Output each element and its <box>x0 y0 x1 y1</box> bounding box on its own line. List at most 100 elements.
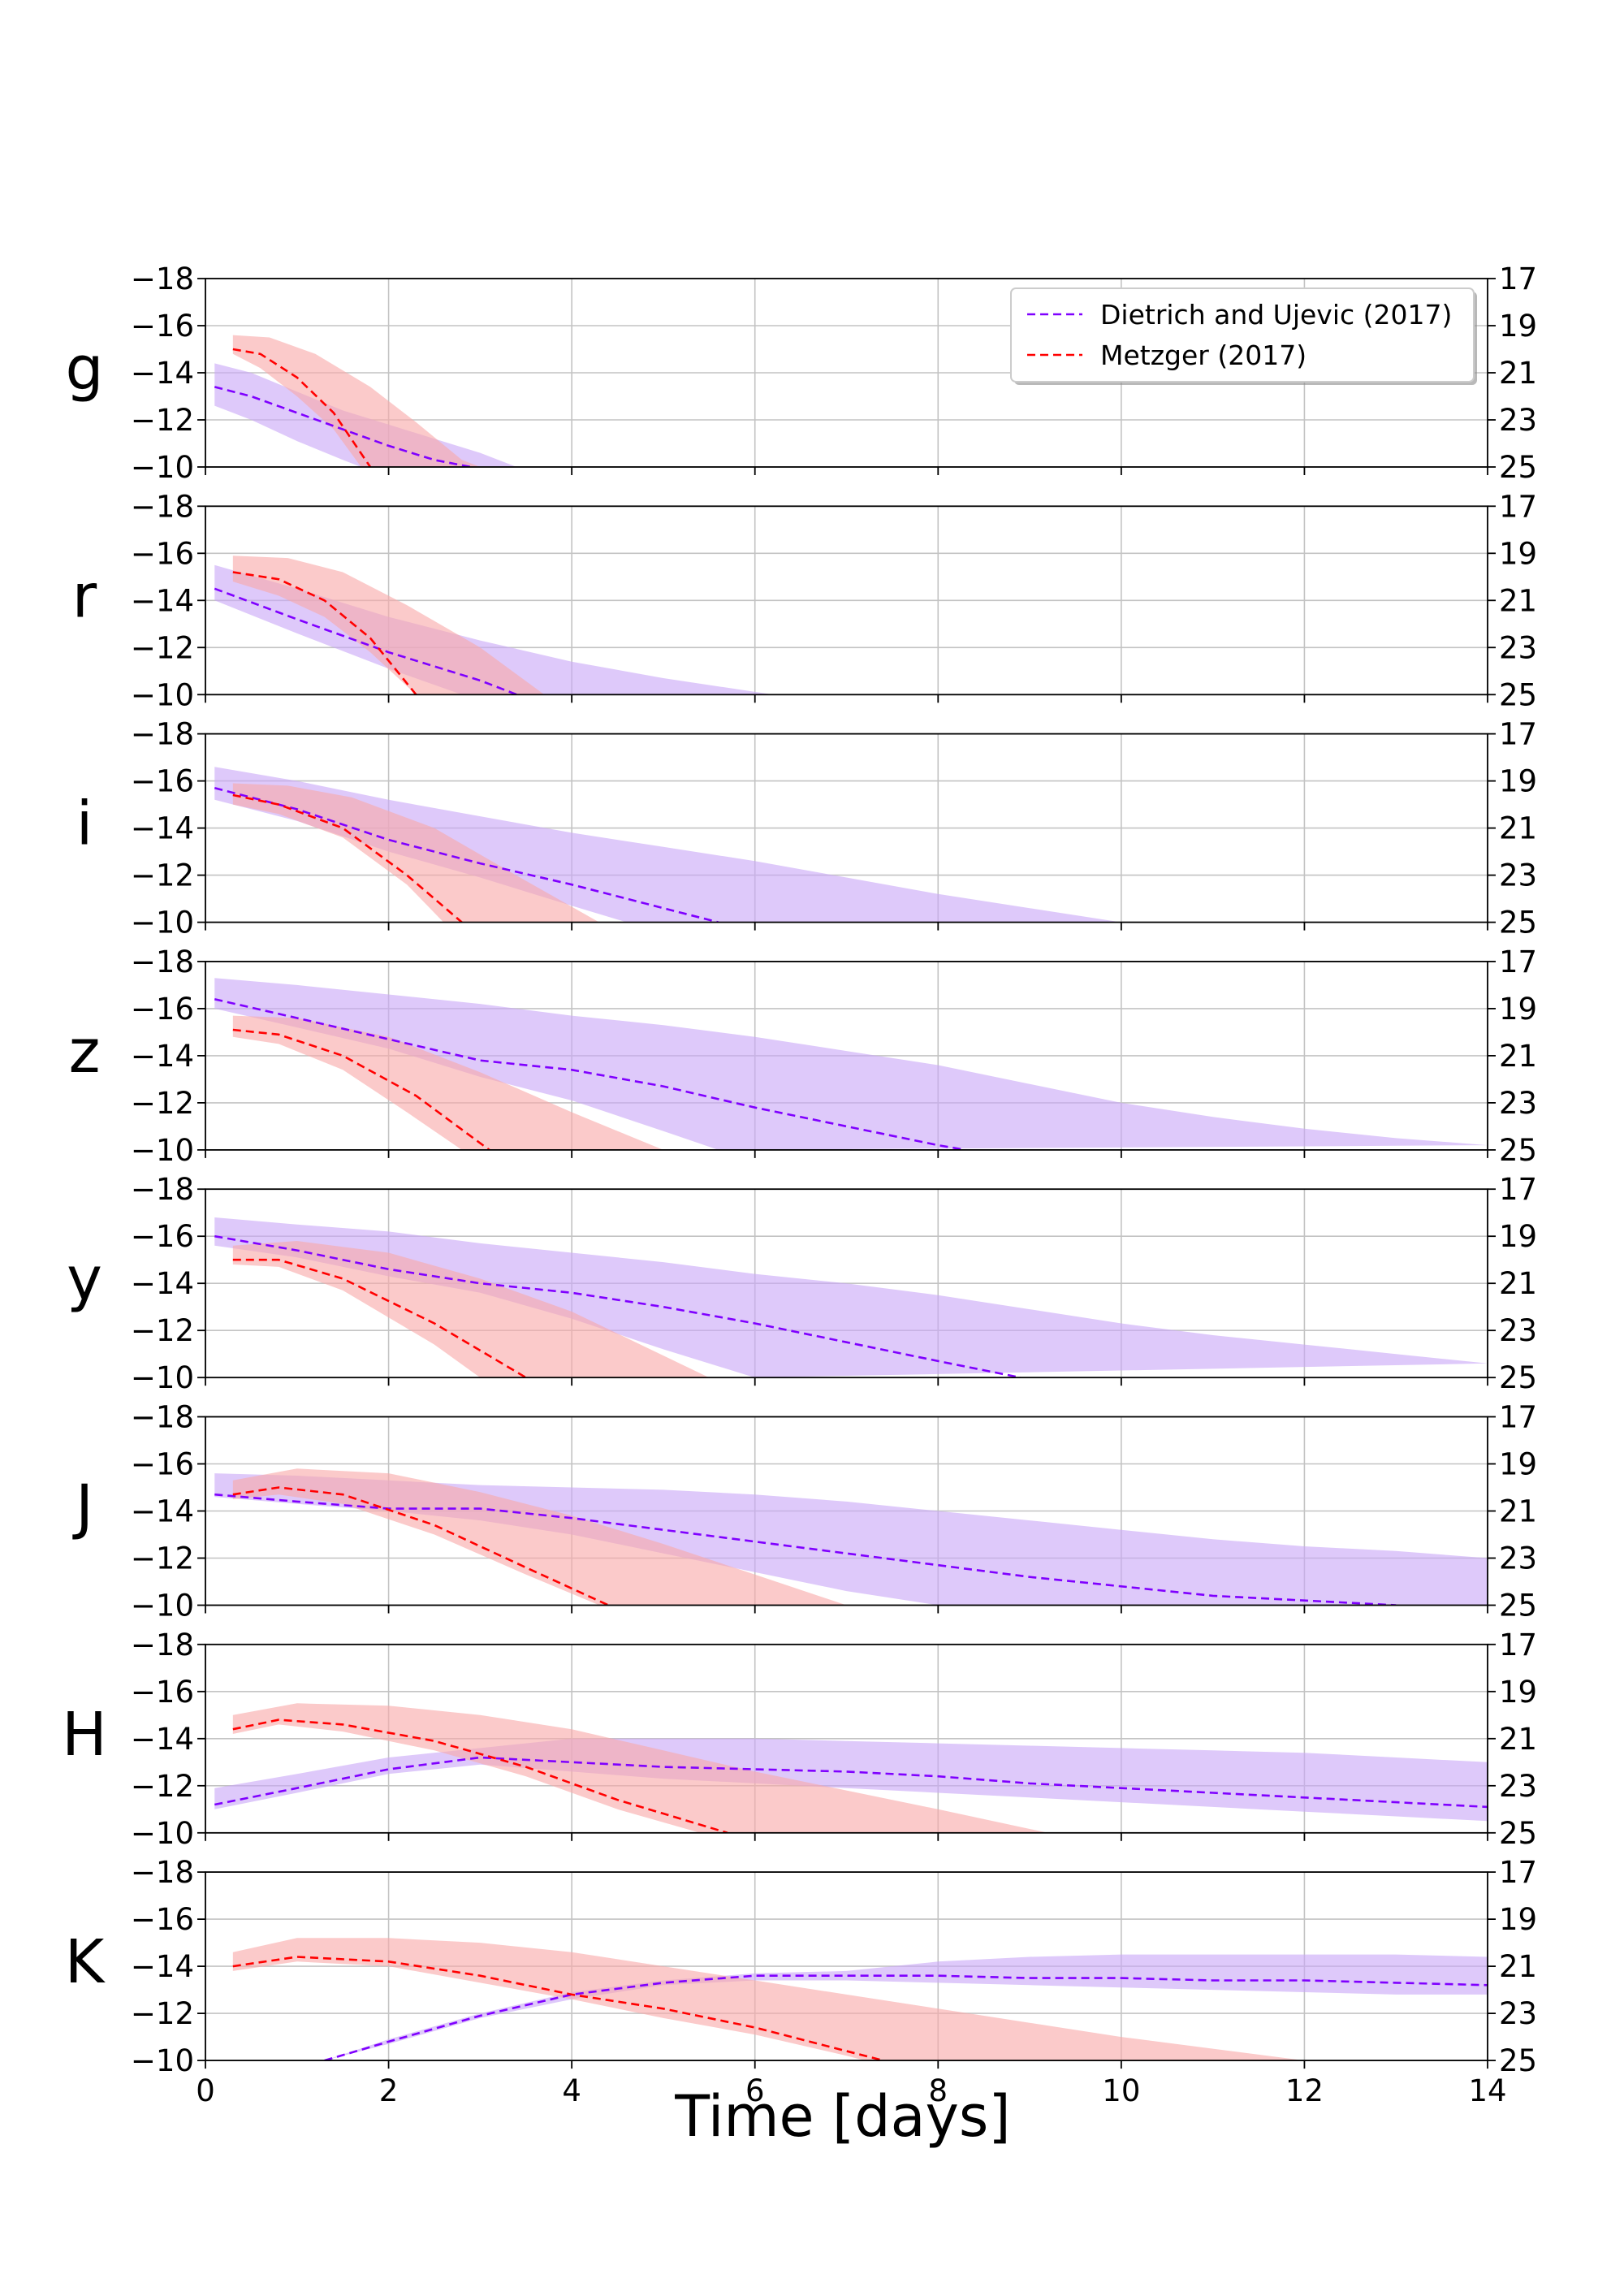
panels: −18 −16 −14 −12 −10 17 19 21 23 25 g −18 −16 −14 −12 −1… <box>62 262 1537 2108</box>
y-tick-label: −16 <box>131 1902 194 1937</box>
legend-label: Metzger (2017) <box>1100 339 1307 371</box>
y-tick-label: −16 <box>131 1447 194 1482</box>
dietrich-band <box>214 767 1121 923</box>
y-tick-label: −12 <box>131 1086 194 1121</box>
right-tick-label: 23 <box>1499 403 1537 438</box>
right-tick-label: 19 <box>1499 1447 1537 1482</box>
metzger-line <box>232 1258 527 1378</box>
right-tick-label: 23 <box>1499 1769 1537 1804</box>
x-tick-label: 14 <box>1468 2073 1506 2108</box>
y-tick-label: −16 <box>131 1219 194 1254</box>
y-tick-label: −12 <box>131 403 194 438</box>
y-tick-label: −10 <box>131 677 194 712</box>
panel-i: −18 −16 −14 −12 −10 17 19 21 23 25 i <box>76 717 1537 940</box>
legend-label: Dietrich and Ujevic (2017) <box>1100 299 1452 331</box>
metzger-line <box>232 1486 609 1606</box>
dietrich-band <box>214 978 1488 1150</box>
dietrich-line <box>214 386 472 467</box>
metzger-line <box>232 1718 728 1833</box>
plot-area <box>214 1468 1488 1606</box>
y-tick-label: −14 <box>131 1722 194 1757</box>
x-axis: Time [days] <box>674 2083 1010 2150</box>
y-tick-label: −16 <box>131 1675 194 1710</box>
y-tick-label: −16 <box>131 764 194 799</box>
legend-box <box>1010 287 1475 383</box>
panel-k-upper: −18 −16 −14 −12 −10 17 19 21 23 25 K 0 2 4 6 8 10 12 14 <box>65 1855 1537 2108</box>
right-tick-label: 21 <box>1499 1039 1537 1074</box>
band-label: g <box>66 334 104 404</box>
plot-area <box>214 1703 1488 1833</box>
plot-area <box>214 1217 1488 1378</box>
y-tick-label: −16 <box>131 309 194 344</box>
y-tick-label: −16 <box>131 536 194 571</box>
metzger-band <box>232 1015 663 1150</box>
band-label: i <box>76 789 93 859</box>
band-label: H <box>62 1700 107 1770</box>
y-tick-label: −18 <box>131 1628 194 1662</box>
x-tick-label: 10 <box>1102 2073 1140 2108</box>
right-tick-label: 19 <box>1499 1219 1537 1254</box>
metzger-band <box>232 1938 1305 2061</box>
dietrich-line <box>214 787 719 923</box>
panel-h-upper: −18 −16 −14 −12 −10 17 19 21 23 25 H <box>62 1628 1537 1851</box>
y-tick-label: −18 <box>131 1400 194 1435</box>
dietrich-line <box>214 1234 1021 1378</box>
panel-y: −18 −16 −14 −12 −10 17 19 21 23 25 y <box>67 1172 1537 1395</box>
band-label: r <box>72 561 97 631</box>
right-tick-label: 23 <box>1499 1541 1537 1576</box>
right-tick-label: 21 <box>1499 1722 1537 1757</box>
y-tick-label: −12 <box>131 1996 194 2031</box>
metzger-line <box>232 571 417 695</box>
right-tick-label: 21 <box>1499 1949 1537 1984</box>
metzger-line <box>232 1956 883 2061</box>
right-tick-label: 23 <box>1499 1313 1537 1348</box>
y-tick-label: −12 <box>131 1313 194 1348</box>
right-tick-label: 25 <box>1499 1133 1537 1168</box>
plot-area <box>232 1938 1488 2061</box>
right-tick-label: 25 <box>1499 906 1537 940</box>
metzger-band <box>232 556 545 695</box>
band-label: z <box>69 1017 101 1087</box>
dietrich-line <box>214 998 966 1150</box>
x-tick-label: 6 <box>745 2073 765 2108</box>
metzger-line <box>232 348 372 467</box>
legend: Dietrich and Ujevic (2017) Metzger (2017) <box>1010 287 1477 385</box>
x-tick-label: 2 <box>379 2073 399 2108</box>
y-tick-label: −14 <box>131 1266 194 1301</box>
panel-r: −18 −16 −14 −12 −10 17 19 21 23 25 r <box>72 489 1537 712</box>
right-tick-label: 17 <box>1499 1172 1537 1207</box>
right-tick-label: 17 <box>1499 1400 1537 1435</box>
right-tick-label: 17 <box>1499 717 1537 752</box>
right-tick-label: 19 <box>1499 764 1537 799</box>
metzger-band <box>232 1241 710 1378</box>
right-tick-label: 19 <box>1499 536 1537 571</box>
y-tick-label: −14 <box>131 811 194 846</box>
right-tick-label: 23 <box>1499 1086 1537 1121</box>
dietrich-line <box>214 1756 1488 1809</box>
panel-z: −18 −16 −14 −12 −10 17 19 21 23 25 z <box>69 945 1538 1168</box>
x-tick-label: 8 <box>929 2073 948 2108</box>
y-tick-label: −16 <box>131 992 194 1027</box>
x-tick-label: 0 <box>196 2073 215 2108</box>
y-tick-label: −12 <box>131 858 194 893</box>
right-tick-label: 19 <box>1499 1902 1537 1937</box>
y-tick-label: −12 <box>131 1769 194 1804</box>
band-label: K <box>65 1927 106 1997</box>
metzger-line <box>232 793 463 923</box>
right-tick-label: 19 <box>1499 309 1537 344</box>
right-tick-label: 17 <box>1499 262 1537 296</box>
y-tick-label: −10 <box>131 450 194 485</box>
plot-area <box>214 978 1488 1150</box>
plot-area <box>214 335 517 467</box>
dietrich-line <box>214 587 517 695</box>
right-tick-label: 21 <box>1499 583 1537 618</box>
y-tick-label: −18 <box>131 945 194 979</box>
y-tick-label: −10 <box>131 1360 194 1395</box>
y-tick-label: −14 <box>131 1494 194 1529</box>
dietrich-line <box>214 1493 1397 1606</box>
panel-j-upper: −18 −16 −14 −12 −10 17 19 21 23 25 J <box>72 1400 1537 1623</box>
metzger-line <box>232 1028 490 1150</box>
x-tick-label: 12 <box>1285 2073 1324 2108</box>
right-tick-label: 21 <box>1499 1266 1537 1301</box>
